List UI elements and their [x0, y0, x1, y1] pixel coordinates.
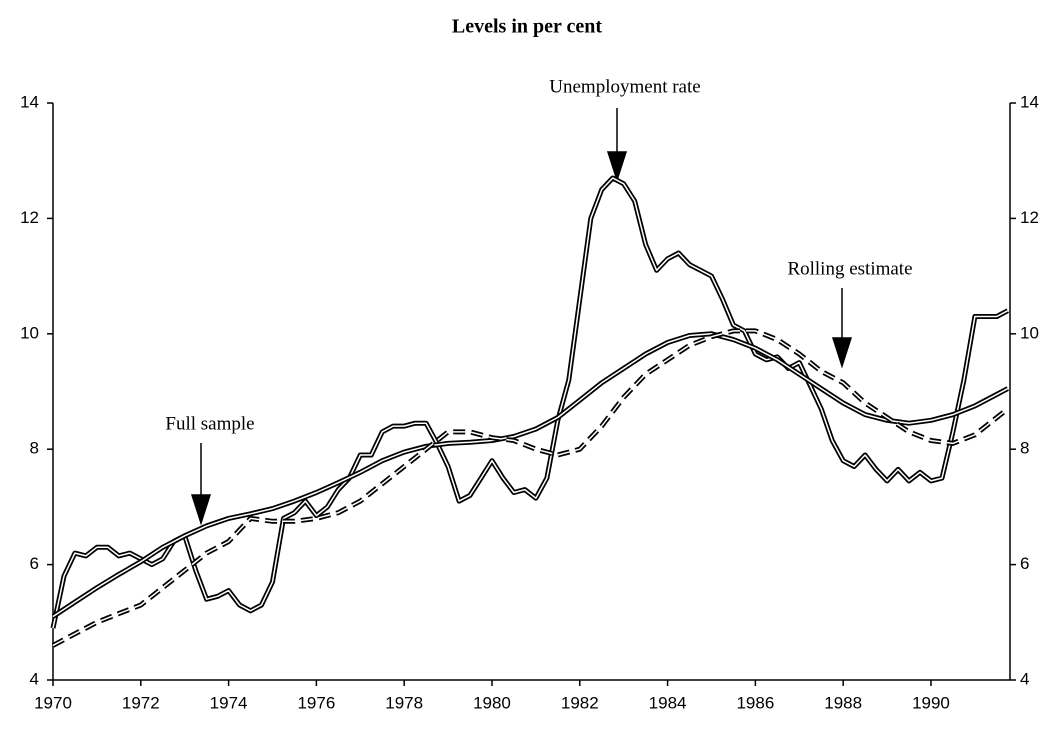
arrows	[190, 108, 853, 526]
x-tick-label: 1974	[210, 693, 248, 712]
arrow-head	[190, 494, 212, 526]
x-tick-label: 1986	[736, 693, 774, 712]
chart-title: Levels in per cent	[452, 16, 603, 38]
annotation: Full sample	[165, 413, 254, 434]
series-line-inner	[52, 177, 1009, 629]
x-tick-label: 1984	[649, 693, 687, 712]
y-tick-label: 6	[30, 554, 39, 573]
y-tick-label: 10	[20, 323, 39, 342]
x-tick-label: 1972	[122, 693, 160, 712]
arrow-head	[831, 337, 853, 369]
y-tick-label: 4	[30, 669, 39, 688]
x-tick-label: 1982	[561, 693, 599, 712]
y2-tick-label: 14	[1020, 92, 1039, 111]
x-tick-label: 1978	[385, 693, 423, 712]
arrow-head	[606, 151, 628, 183]
y-tick-label: 8	[30, 439, 39, 458]
x-tick-label: 1970	[34, 693, 72, 712]
annotation: Rolling estimate	[787, 258, 912, 279]
annotation: Unemployment rate	[549, 76, 700, 97]
series-line-inner	[52, 333, 1009, 618]
x-tick-label: 1976	[297, 693, 335, 712]
y2-tick-label: 6	[1020, 554, 1029, 573]
y-tick-label: 12	[20, 208, 39, 227]
x-tick-label: 1980	[473, 693, 511, 712]
x-tick-label: 1990	[912, 693, 950, 712]
x-tick-label: 1988	[824, 693, 862, 712]
series-line-inner	[52, 330, 1009, 647]
series-line	[51, 328, 1010, 648]
y-tick-label: 14	[20, 92, 39, 111]
y2-tick-label: 4	[1020, 669, 1029, 688]
y2-tick-label: 10	[1020, 323, 1039, 342]
y2-tick-label: 8	[1020, 439, 1029, 458]
y2-tick-label: 12	[1020, 208, 1039, 227]
